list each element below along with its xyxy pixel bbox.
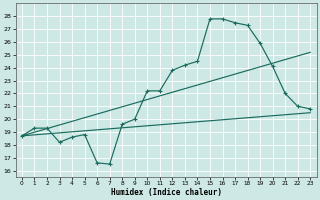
X-axis label: Humidex (Indice chaleur): Humidex (Indice chaleur) bbox=[111, 188, 221, 197]
